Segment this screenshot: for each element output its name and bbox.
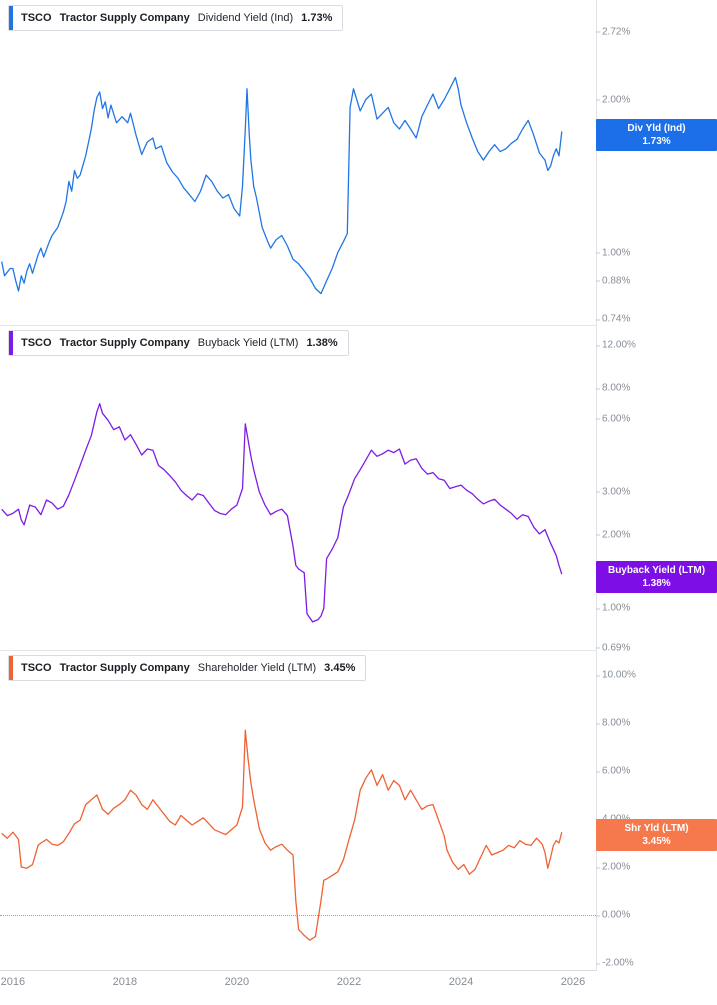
y-axis-label: 6.00% bbox=[595, 413, 631, 424]
x-axis-label: 2018 bbox=[112, 976, 138, 988]
badge-value: 3.45% bbox=[642, 836, 671, 848]
ticker: TSCO bbox=[21, 662, 52, 674]
legend-buyback-yield[interactable]: TSCO Tractor Supply Company Buyback Yiel… bbox=[8, 330, 349, 356]
y-axis-label: 1.00% bbox=[595, 247, 631, 258]
y-axis-label: 0.74% bbox=[595, 313, 631, 325]
y-axis-label: 0.00% bbox=[595, 909, 631, 921]
badge-label: Shr Yld (LTM) bbox=[624, 823, 689, 835]
axis-badge-shareholder-yield[interactable]: Shr Yld (LTM) 3.45% bbox=[596, 819, 717, 852]
shareholder-yield-panel bbox=[1, 729, 563, 941]
legend-shareholder-yield[interactable]: TSCO Tractor Supply Company Shareholder … bbox=[8, 655, 367, 681]
axis-badge-dividend-yield[interactable]: Div Yld (Ind) 1.73% bbox=[596, 118, 717, 151]
zero-gridline bbox=[0, 915, 596, 916]
badge-label: Buyback Yield (LTM) bbox=[607, 565, 706, 577]
x-axis-label: 2026 bbox=[560, 976, 586, 988]
metric-value: 1.38% bbox=[306, 337, 338, 349]
metric-value: 1.73% bbox=[301, 12, 333, 24]
y-axis-label: 0.88% bbox=[595, 275, 631, 287]
y-axis-label: 12.00% bbox=[596, 339, 636, 351]
x-axis-label: 2020 bbox=[224, 976, 250, 988]
company-name: Tractor Supply Company bbox=[59, 12, 190, 24]
dividend-yield-line bbox=[1, 76, 563, 295]
y-axis-line bbox=[596, 0, 597, 970]
company-name: Tractor Supply Company bbox=[59, 662, 190, 674]
y-axis-label: 8.00% bbox=[595, 382, 631, 394]
panel-separator bbox=[0, 325, 596, 326]
x-axis-label: 2024 bbox=[448, 976, 474, 988]
x-axis-line bbox=[0, 970, 597, 971]
y-axis-label: 3.00% bbox=[595, 486, 631, 498]
axis-badge-buyback-yield[interactable]: Buyback Yield (LTM) 1.38% bbox=[596, 561, 717, 594]
y-axis-label: 8.00% bbox=[595, 717, 631, 729]
y-axis-label: 6.00% bbox=[595, 765, 631, 777]
metric-value: 3.45% bbox=[324, 662, 356, 674]
metric-name: Shareholder Yield (LTM) bbox=[197, 662, 317, 674]
x-axis-label: 2022 bbox=[336, 976, 362, 988]
badge-value: 1.38% bbox=[642, 578, 671, 590]
legend-color-bar bbox=[9, 6, 13, 30]
y-axis-label: 10.00% bbox=[596, 669, 636, 681]
dividend-yield-panel bbox=[1, 76, 563, 295]
legend-dividend-yield[interactable]: TSCO Tractor Supply Company Dividend Yie… bbox=[8, 5, 344, 31]
ticker: TSCO bbox=[21, 12, 52, 24]
metric-name: Dividend Yield (Ind) bbox=[197, 12, 294, 24]
buyback-yield-panel bbox=[1, 403, 563, 623]
y-axis-label: 2.00% bbox=[595, 94, 631, 105]
y-axis-label: 2.72% bbox=[595, 26, 631, 38]
y-axis-label: 2.00% bbox=[595, 861, 631, 873]
y-axis-label: 0.69% bbox=[595, 642, 631, 654]
shareholder-yield-line bbox=[1, 729, 563, 941]
badge-value: 1.73% bbox=[642, 135, 671, 147]
panel-separator bbox=[0, 650, 596, 651]
company-name: Tractor Supply Company bbox=[59, 337, 190, 349]
legend-color-bar bbox=[9, 656, 13, 680]
legend-color-bar bbox=[9, 331, 13, 355]
y-axis-label: 1.00% bbox=[595, 602, 631, 614]
buyback-yield-line bbox=[1, 403, 563, 623]
ticker: TSCO bbox=[21, 337, 52, 349]
badge-label: Div Yld (Ind) bbox=[627, 122, 686, 134]
y-axis-label: -2.00% bbox=[596, 957, 634, 969]
y-axis-label: 2.00% bbox=[595, 529, 631, 541]
x-axis-label: 2016 bbox=[0, 976, 26, 988]
metric-name: Buyback Yield (LTM) bbox=[197, 337, 299, 349]
